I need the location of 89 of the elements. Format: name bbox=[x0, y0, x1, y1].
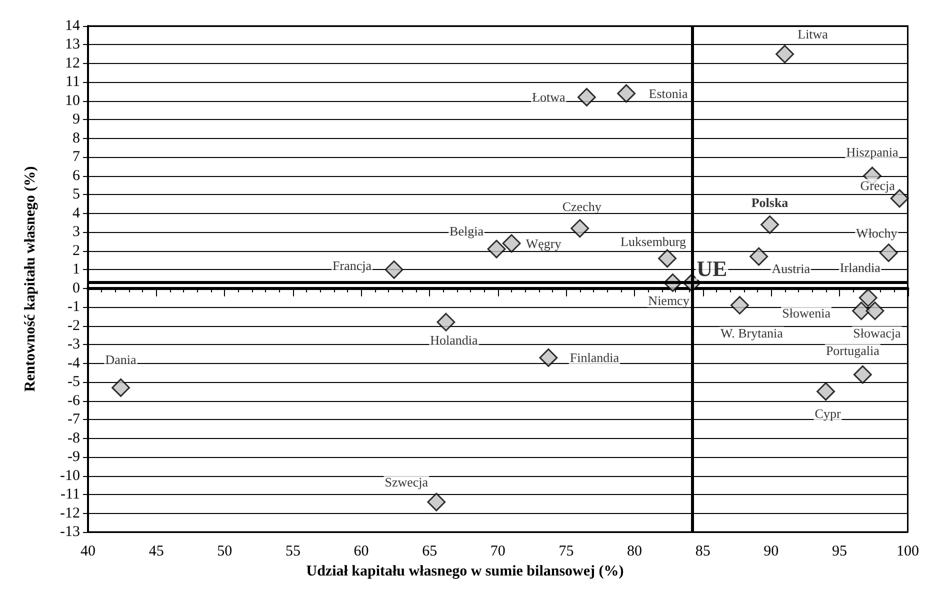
y-tick-label: -10 bbox=[60, 468, 80, 484]
point bbox=[658, 249, 677, 268]
point bbox=[730, 296, 749, 314]
x-tick-label: 95 bbox=[832, 544, 847, 560]
y-tick-label: -12 bbox=[60, 505, 80, 522]
point bbox=[852, 302, 871, 320]
annotation: Łotwa bbox=[532, 90, 566, 105]
annotation: Polska bbox=[751, 195, 789, 210]
x-tick-label: 50 bbox=[217, 544, 232, 560]
y-tick-label: -1 bbox=[68, 299, 80, 316]
x-tick-label: 60 bbox=[354, 544, 369, 560]
point bbox=[502, 234, 521, 253]
annotation: Finlandia bbox=[570, 350, 620, 366]
y-tick-label: 5 bbox=[72, 186, 80, 203]
y-tick-label: 7 bbox=[72, 149, 80, 166]
y-axis-title: Rentowność kapitału własnego (%) bbox=[22, 166, 38, 392]
point bbox=[617, 84, 636, 103]
annotation: Czechy bbox=[562, 198, 602, 214]
x-axis-title: Udział kapitału własnego w sumie bilansowej (%) bbox=[306, 564, 624, 580]
point bbox=[776, 44, 794, 64]
annotation: Irlandia bbox=[840, 260, 881, 276]
y-tick-label: -6 bbox=[68, 392, 80, 409]
x-tick-label: 70 bbox=[490, 544, 506, 560]
y-tick-label: 1 bbox=[72, 262, 80, 278]
annotation: Luksemburg bbox=[620, 234, 687, 249]
y-tick-label: 3 bbox=[72, 224, 80, 240]
y-tick-label: 9 bbox=[72, 112, 80, 128]
annotation: Dania bbox=[105, 352, 137, 368]
point bbox=[816, 382, 836, 401]
y-tick-label: -3 bbox=[68, 336, 80, 353]
annotation: Francja bbox=[332, 258, 372, 274]
y-tick-label: 6 bbox=[72, 168, 80, 184]
y-tick-label: -4 bbox=[68, 355, 80, 372]
point bbox=[750, 247, 768, 266]
annotation: Holandia bbox=[430, 332, 478, 348]
point bbox=[853, 365, 872, 384]
point bbox=[760, 215, 780, 234]
point bbox=[866, 302, 884, 320]
x-tick-label: 80 bbox=[627, 544, 642, 560]
y-tick-label: -7 bbox=[68, 412, 80, 428]
point bbox=[539, 348, 558, 367]
annotation: Niemcy bbox=[648, 293, 690, 308]
annotation: Estonia bbox=[648, 86, 688, 101]
y-tick-label: 2 bbox=[72, 242, 80, 259]
y-tick-label: 10 bbox=[65, 92, 80, 109]
annotation: Słowenia bbox=[782, 305, 831, 320]
point bbox=[427, 492, 446, 512]
annotation: Hiszpania bbox=[846, 144, 898, 160]
x-tick-label: 40 bbox=[80, 544, 96, 560]
x-tick-label: 55 bbox=[285, 544, 300, 560]
y-tick-label: -5 bbox=[68, 374, 80, 390]
x-tick-label: 45 bbox=[148, 544, 164, 560]
x-tick-label: 75 bbox=[558, 544, 574, 560]
point bbox=[858, 288, 878, 307]
annotation: Cypr bbox=[814, 406, 842, 421]
x-tick-label: 100 bbox=[896, 544, 919, 560]
point bbox=[487, 240, 506, 258]
annotation: W. Brytania bbox=[720, 326, 784, 341]
y-tick-label: 11 bbox=[66, 74, 80, 90]
point bbox=[436, 312, 456, 332]
x-tick-label: 85 bbox=[695, 544, 710, 560]
y-tick-label: 8 bbox=[72, 130, 80, 146]
point bbox=[577, 88, 596, 106]
y-tick-label: -9 bbox=[68, 449, 80, 466]
y-tick-label: 13 bbox=[65, 36, 80, 53]
annotation: Litwa bbox=[798, 26, 828, 42]
annotation: Belgia bbox=[450, 224, 484, 239]
annotation: Austria bbox=[772, 261, 810, 276]
y-tick-label: -11 bbox=[60, 486, 80, 503]
x-tick-label: 65 bbox=[422, 544, 438, 560]
x-tick-label: 90 bbox=[764, 544, 779, 560]
annotation: Węgry bbox=[526, 236, 562, 251]
y-tick-label: 14 bbox=[65, 18, 80, 34]
point bbox=[879, 244, 898, 262]
point bbox=[570, 219, 590, 238]
annotation: Włochy bbox=[856, 225, 898, 240]
y-tick-label: -13 bbox=[60, 524, 80, 540]
annotation: Grecja bbox=[860, 178, 896, 193]
point bbox=[112, 378, 130, 397]
y-tick-label: 4 bbox=[72, 205, 80, 222]
annotation: Szwecja bbox=[384, 474, 428, 490]
y-tick-label: -8 bbox=[68, 430, 80, 446]
y-tick-label: 12 bbox=[65, 55, 80, 72]
y-tick-label: -2 bbox=[68, 318, 80, 334]
point bbox=[384, 260, 404, 279]
y-tick-label: 0 bbox=[72, 280, 80, 296]
annotation: Słowacja bbox=[853, 325, 902, 340]
annotation: Portugalia bbox=[826, 343, 880, 358]
annotation: UE bbox=[696, 256, 728, 282]
